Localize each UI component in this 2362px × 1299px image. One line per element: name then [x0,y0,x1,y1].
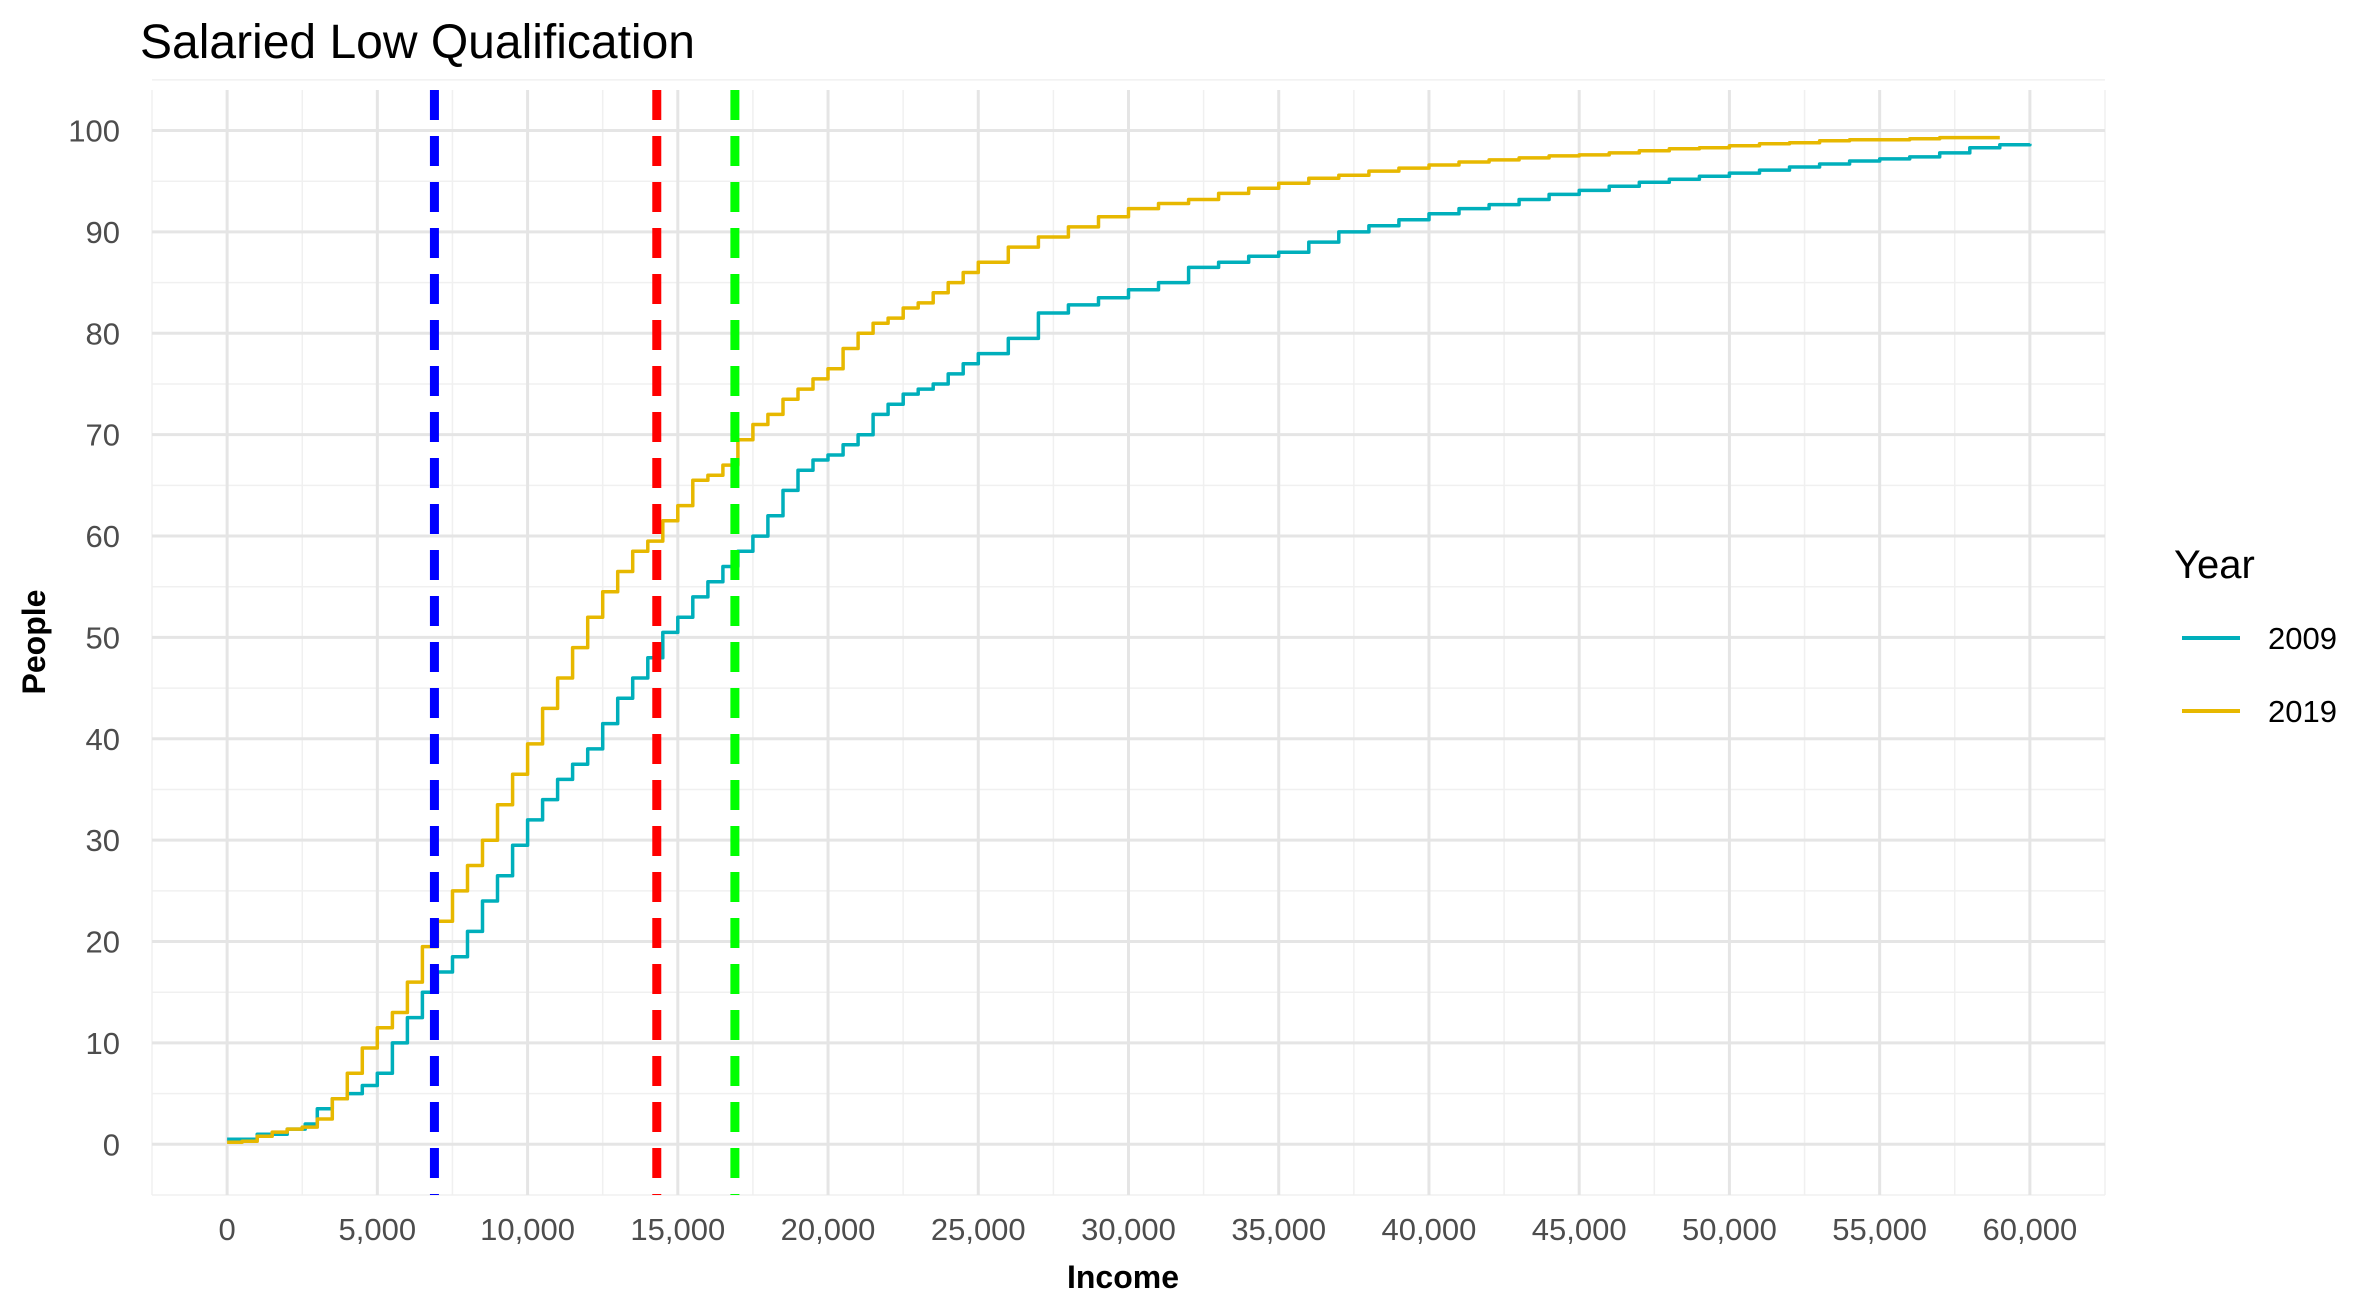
y-tick-label: 30 [86,823,120,858]
y-tick-label: 90 [86,215,120,250]
x-tick-label: 45,000 [1532,1212,1627,1247]
x-tick-label: 25,000 [931,1212,1026,1247]
y-axis-ticks: 0 10 20 30 40 50 60 70 80 90 100 [68,114,120,1163]
x-tick-label: 50,000 [1682,1212,1777,1247]
reference-lines [429,90,740,1195]
x-tick-label: 55,000 [1832,1212,1927,1247]
x-tick-label: 20,000 [781,1212,876,1247]
x-tick-label: 60,000 [1982,1212,2077,1247]
x-tick-label: 10,000 [480,1212,575,1247]
y-tick-label: 70 [86,418,120,453]
y-tick-label: 0 [103,1127,120,1162]
x-tick-label: 5,000 [339,1212,417,1247]
legend: Year 2009 2019 [2174,543,2337,729]
grid [151,79,2106,1196]
y-tick-label: 50 [86,620,120,655]
series-line-2009 [227,142,2032,1141]
y-axis-title: People [16,590,52,695]
legend-label-2009: 2009 [2268,621,2337,656]
y-tick-label: 10 [86,1026,120,1061]
y-tick-label: 20 [86,925,120,960]
x-tick-label: 15,000 [630,1212,725,1247]
legend-title: Year [2174,543,2255,587]
legend-label-2019: 2019 [2268,694,2337,729]
x-tick-label: 40,000 [1382,1212,1477,1247]
x-tick-label: 0 [218,1212,235,1247]
y-tick-label: 60 [86,519,120,554]
y-tick-label: 80 [86,316,120,351]
x-tick-label: 35,000 [1231,1212,1326,1247]
chart-title: Salaried Low Qualification [140,16,695,69]
x-tick-label: 30,000 [1081,1212,1176,1247]
x-axis-ticks: 0 5,000 10,000 15,000 20,000 25,000 30,000 35,0… [218,1212,2077,1247]
y-tick-label: 100 [68,114,120,149]
x-axis-title: Income [1067,1259,1179,1295]
y-tick-label: 40 [86,722,120,757]
